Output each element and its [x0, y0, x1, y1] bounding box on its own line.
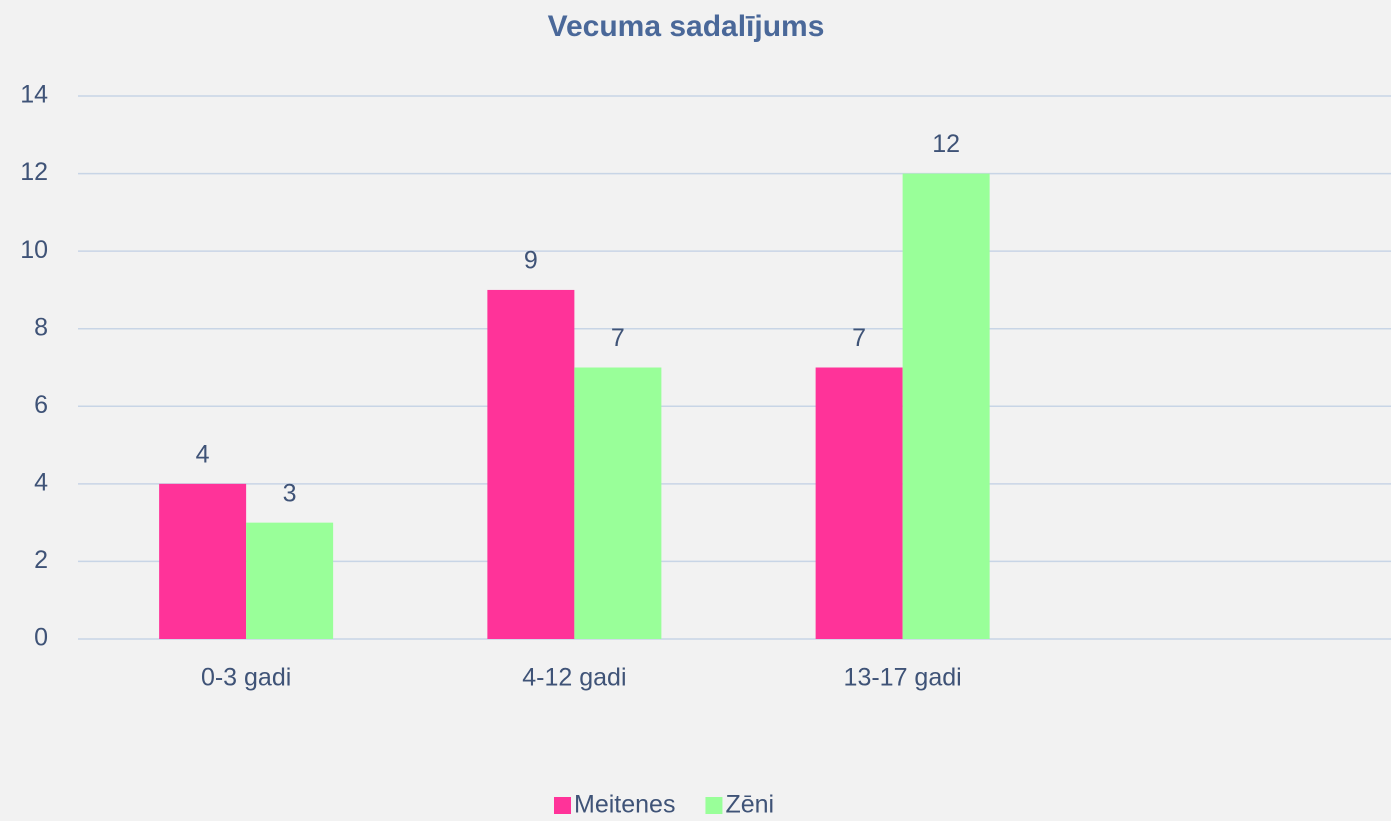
legend-label: Meitenes	[574, 791, 675, 819]
legend-label: Zēni	[725, 791, 774, 819]
y-tick-label: 0	[34, 624, 48, 652]
y-tick-label: 4	[34, 468, 48, 496]
bar	[246, 522, 334, 639]
y-tick-label: 8	[34, 313, 48, 341]
x-tick-label: 13-17 gadi	[844, 664, 962, 692]
data-label: 3	[283, 479, 297, 507]
chart-title: Vecuma sadalījums	[548, 10, 825, 43]
data-label: 7	[611, 324, 625, 352]
data-label: 9	[524, 247, 538, 275]
x-tick-label: 0-3 gadi	[201, 664, 291, 692]
bar	[815, 367, 903, 639]
bar	[159, 483, 247, 639]
legend-swatch	[705, 797, 723, 814]
data-label: 12	[932, 130, 960, 158]
y-tick-label: 2	[34, 546, 48, 574]
bar	[487, 289, 575, 639]
legend-swatch	[554, 797, 571, 814]
y-tick-label: 6	[34, 391, 48, 419]
bar	[574, 367, 662, 639]
y-tick-label: 12	[20, 158, 48, 186]
bar	[902, 173, 990, 640]
y-tick-label: 14	[20, 81, 48, 109]
y-tick-label: 10	[20, 236, 48, 264]
data-label: 4	[196, 440, 210, 468]
x-tick-label: 4-12 gadi	[522, 664, 626, 692]
data-label: 7	[852, 324, 866, 352]
